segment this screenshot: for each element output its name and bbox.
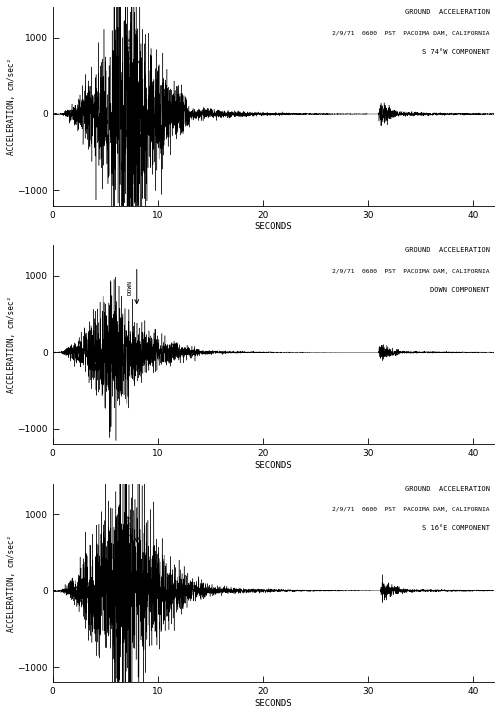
Text: S 16°E COMPONENT: S 16°E COMPONENT — [422, 526, 489, 531]
X-axis label: SECONDS: SECONDS — [255, 222, 292, 232]
Text: GROUND  ACCELERATION: GROUND ACCELERATION — [405, 485, 489, 492]
Text: DOWN COMPONENT: DOWN COMPONENT — [430, 287, 489, 293]
Text: S 74°W COMPONENT: S 74°W COMPONENT — [422, 49, 489, 54]
X-axis label: SECONDS: SECONDS — [255, 699, 292, 708]
Y-axis label: ACCELERATION, cm/sec²: ACCELERATION, cm/sec² — [7, 296, 16, 393]
Text: 2/9/71  0600  PST  PACOIMA DAM, CALIFORNIA: 2/9/71 0600 PST PACOIMA DAM, CALIFORNIA — [332, 508, 489, 513]
Text: S 16°E: S 16°E — [128, 514, 133, 537]
Text: GROUND  ACCELERATION: GROUND ACCELERATION — [405, 9, 489, 15]
Text: 2/9/71  0600  PST  PACOIMA DAM, CALIFORNIA: 2/9/71 0600 PST PACOIMA DAM, CALIFORNIA — [332, 269, 489, 274]
Y-axis label: ACCELERATION, cm/sec²: ACCELERATION, cm/sec² — [7, 58, 16, 155]
Y-axis label: ACCELERATION, cm/sec²: ACCELERATION, cm/sec² — [7, 534, 16, 631]
X-axis label: SECONDS: SECONDS — [255, 460, 292, 470]
Text: DOWN: DOWN — [128, 280, 133, 295]
Text: S 74°W: S 74°W — [128, 37, 133, 60]
Text: GROUND  ACCELERATION: GROUND ACCELERATION — [405, 247, 489, 253]
Text: 2/9/71  0600  PST  PACOIMA DAM, CALIFORNIA: 2/9/71 0600 PST PACOIMA DAM, CALIFORNIA — [332, 31, 489, 36]
